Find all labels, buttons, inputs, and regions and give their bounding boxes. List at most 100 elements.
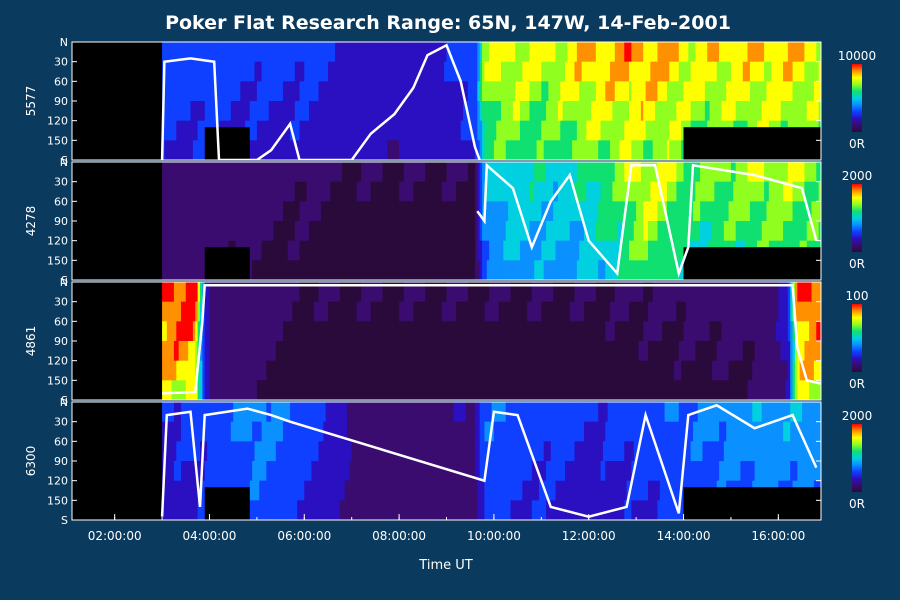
- heatmap-cell: [550, 240, 554, 261]
- heatmap-cell: [633, 221, 637, 242]
- heatmap-cell: [655, 240, 658, 261]
- heatmap-cell: [612, 181, 616, 202]
- heatmap-cell: [254, 201, 258, 222]
- heatmap-cell: [311, 140, 315, 160]
- heatmap-cell: [764, 42, 767, 63]
- heatmap-cell: [420, 181, 424, 202]
- heatmap-cell: [320, 301, 324, 322]
- heatmap-cell: [375, 201, 379, 222]
- heatmap-cell: [617, 61, 620, 82]
- heatmap-cell: [162, 42, 165, 63]
- heatmap-cell: [463, 81, 466, 102]
- heatmap-cell: [190, 140, 194, 160]
- heatmap-cell: [780, 321, 784, 342]
- heatmap-cell: [337, 360, 341, 381]
- heatmap-cell: [629, 201, 632, 222]
- heatmap-cell: [621, 282, 625, 303]
- heatmap-cell: [591, 321, 594, 342]
- heatmap-cell: [716, 61, 720, 82]
- heatmap-cell: [460, 201, 464, 222]
- heatmap-cell: [467, 181, 471, 202]
- heatmap-cell: [560, 282, 564, 303]
- heatmap-cell: [534, 120, 537, 141]
- heatmap-cell: [738, 42, 741, 63]
- heatmap-cell: [662, 61, 665, 82]
- heatmap-cell: [399, 380, 402, 400]
- heatmap-cell: [346, 81, 350, 102]
- heatmap-cell: [671, 42, 675, 63]
- heatmap-cell: [816, 201, 820, 222]
- heatmap-cell: [228, 162, 232, 183]
- heatmap-cell: [273, 301, 277, 322]
- heatmap-cell: [387, 301, 391, 322]
- heatmap-cell: [209, 321, 213, 342]
- heatmap-cell: [301, 181, 305, 202]
- heatmap-cell: [309, 321, 312, 342]
- heatmap-cell: [437, 240, 440, 261]
- heatmap-cell: [505, 301, 509, 322]
- heatmap-cell: [185, 321, 189, 342]
- heatmap-cell: [557, 341, 561, 362]
- heatmap-cell: [199, 61, 203, 82]
- heatmap-cell: [425, 140, 428, 160]
- heatmap-cell: [664, 301, 668, 322]
- heatmap-cell: [389, 321, 393, 342]
- heatmap-cell: [342, 162, 345, 183]
- heatmap-cell: [396, 380, 400, 400]
- heatmap-cell: [439, 201, 443, 222]
- heatmap-cell: [427, 301, 431, 322]
- heatmap-cell: [479, 380, 483, 400]
- heatmap-cell: [529, 201, 533, 222]
- heatmap-cell: [614, 240, 618, 261]
- heatmap-cell: [439, 282, 443, 303]
- heatmap-cell: [202, 181, 206, 202]
- heatmap-cell: [702, 301, 706, 322]
- heatmap-cell: [607, 260, 611, 280]
- heatmap-cell: [280, 301, 284, 322]
- heatmap-cell: [624, 81, 628, 102]
- heatmap-cell: [536, 240, 540, 261]
- heatmap-cell: [785, 221, 789, 242]
- heatmap-cell: [697, 301, 701, 322]
- heatmap-cell: [501, 282, 504, 303]
- heatmap-cell: [474, 61, 478, 82]
- heatmap-cell: [432, 201, 436, 222]
- heatmap-cell: [396, 162, 400, 183]
- heatmap-cell: [460, 61, 464, 82]
- heatmap-cell: [214, 301, 217, 322]
- heatmap-cell: [657, 301, 661, 322]
- heatmap-cell: [702, 360, 706, 381]
- heatmap-cell: [562, 42, 566, 63]
- heatmap-cell: [218, 341, 222, 362]
- heatmap-cell: [726, 42, 729, 63]
- heatmap-cell: [704, 282, 708, 303]
- heatmap-cell: [811, 201, 815, 222]
- heatmap-cell: [602, 201, 606, 222]
- heatmap-cell: [306, 341, 310, 362]
- heatmap-cell: [249, 321, 253, 342]
- heatmap-cell: [621, 341, 625, 362]
- heatmap-cell: [346, 120, 350, 141]
- heatmap-cell: [211, 282, 215, 303]
- heatmap-cell: [806, 181, 810, 202]
- heatmap-cell: [517, 221, 521, 242]
- heatmap-cell: [171, 282, 175, 303]
- heatmap-cell: [458, 81, 462, 102]
- heatmap-cell: [505, 120, 509, 141]
- heatmap-cell: [370, 101, 374, 122]
- heatmap-cell: [339, 42, 343, 63]
- heatmap-cell: [173, 140, 177, 160]
- heatmap-cell: [790, 301, 793, 322]
- heatmap-cell: [455, 260, 459, 280]
- heatmap-cell: [783, 341, 786, 362]
- heatmap-cell: [711, 181, 715, 202]
- heatmap-cell: [188, 341, 191, 362]
- heatmap-cell: [605, 321, 609, 342]
- heatmap-cell: [173, 341, 177, 362]
- heatmap-cell: [548, 301, 552, 322]
- heatmap-cell: [754, 181, 758, 202]
- heatmap-cell: [439, 341, 443, 362]
- heatmap-cell: [294, 301, 298, 322]
- heatmap-cell: [178, 42, 182, 63]
- heatmap-cell: [278, 282, 281, 303]
